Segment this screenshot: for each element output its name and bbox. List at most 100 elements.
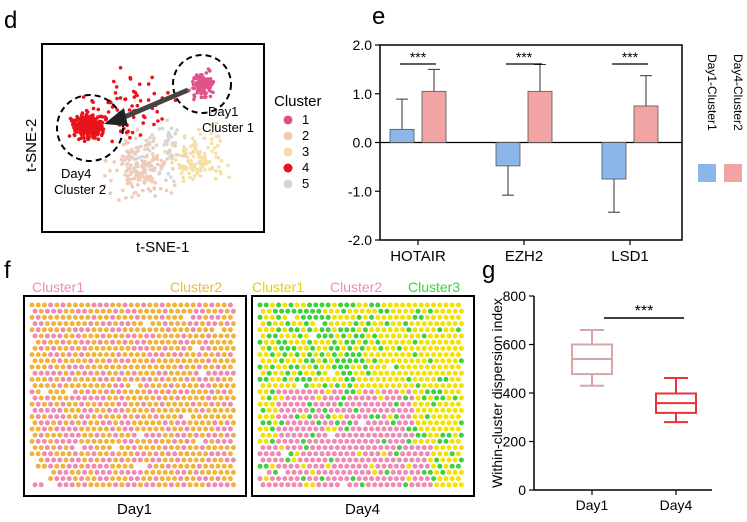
- spot-cluster3: [297, 333, 303, 339]
- spot-cluster2: [38, 358, 44, 364]
- spot-cluster3: [300, 476, 306, 482]
- spot-cluster1: [288, 339, 294, 345]
- spot-cluster2: [88, 420, 94, 426]
- spot-cluster2: [35, 463, 41, 469]
- spot-cluster3: [260, 407, 266, 413]
- spot-cluster2: [137, 420, 143, 426]
- spot-cluster3: [338, 302, 344, 308]
- spot-cluster2: [66, 302, 72, 308]
- spot-cluster1: [285, 333, 291, 339]
- spot-cluster3: [325, 314, 331, 320]
- tsne-point-cluster-2: [112, 160, 116, 164]
- spot-cluster3: [282, 339, 288, 345]
- spot-cluster3: [353, 321, 359, 327]
- spot-cluster1: [322, 370, 328, 376]
- spot-cluster2: [316, 445, 322, 451]
- spot-cluster2: [227, 389, 233, 395]
- spot-cluster2: [384, 445, 390, 451]
- tsne-point-cluster-1: [204, 79, 208, 84]
- tsne-point-cluster-2: [134, 173, 139, 177]
- spot-cluster3: [322, 358, 328, 364]
- spot-cluster1: [319, 376, 325, 382]
- spot-cluster2: [162, 432, 168, 438]
- spot-cluster3: [390, 420, 396, 426]
- spot-cluster3: [313, 302, 319, 308]
- spot-cluster2: [362, 451, 368, 457]
- spot-cluster2: [387, 401, 393, 407]
- spot-cluster1: [196, 314, 202, 320]
- spot-cluster1: [269, 314, 275, 320]
- spot-cluster1: [325, 352, 331, 358]
- spot-cluster1: [424, 376, 430, 382]
- spot-cluster1: [427, 383, 433, 389]
- y-tick-label: 0.0: [353, 135, 373, 151]
- spot-cluster1: [203, 339, 209, 345]
- spot-cluster1: [440, 457, 446, 463]
- tsne-point-cluster-2: [126, 140, 131, 145]
- spot-cluster2: [131, 420, 137, 426]
- spot-cluster1: [66, 476, 72, 482]
- spot-cluster2: [260, 445, 266, 451]
- spot-cluster1: [54, 414, 60, 420]
- tsne-points: [67, 66, 231, 202]
- spot-cluster2: [291, 395, 297, 401]
- spot-cluster1: [260, 345, 266, 351]
- bar-chart: 2.01.00.0-1.0-2.0***HOTAIR***EZH2***LSD1…: [348, 37, 745, 265]
- tsne-ylabel: t-SNE-2: [23, 119, 40, 172]
- spot-cluster3: [421, 469, 427, 475]
- tsne-point-cluster-3: [217, 134, 221, 139]
- spot-cluster1: [85, 463, 91, 469]
- spot-cluster1: [294, 302, 300, 308]
- spot-cluster1: [44, 395, 50, 401]
- spot-cluster1: [257, 352, 263, 358]
- spot-cluster1: [443, 476, 449, 482]
- spot-cluster1: [310, 482, 316, 488]
- spot-cluster1: [458, 445, 464, 451]
- spot-cluster2: [328, 395, 334, 401]
- spot-cluster2: [168, 469, 174, 475]
- spot-cluster1: [282, 327, 288, 333]
- spot-cluster1: [131, 432, 137, 438]
- spot-cluster2: [75, 321, 81, 327]
- spot-cluster1: [215, 451, 221, 457]
- spot-cluster2: [375, 463, 381, 469]
- spot-cluster2: [128, 463, 134, 469]
- spot-cluster1: [119, 321, 125, 327]
- y-tick-label: 2.0: [353, 37, 373, 53]
- spot-cluster1: [449, 389, 455, 395]
- spot-cluster3: [421, 333, 427, 339]
- spot-cluster2: [396, 420, 402, 426]
- spot-cluster2: [378, 420, 384, 426]
- spot-cluster1: [359, 321, 365, 327]
- spot-cluster2: [178, 426, 184, 432]
- spot-cluster2: [44, 345, 50, 351]
- spot-cluster3: [437, 438, 443, 444]
- f-right-legend-cluster2: Cluster2: [330, 279, 382, 295]
- spot-cluster1: [206, 383, 212, 389]
- spot-cluster1: [387, 352, 393, 358]
- spot-cluster1: [103, 476, 109, 482]
- spot-cluster1: [32, 395, 38, 401]
- spot-cluster1: [103, 376, 109, 382]
- spot-cluster2: [94, 333, 100, 339]
- spot-cluster2: [199, 469, 205, 475]
- spot-cluster2: [159, 327, 165, 333]
- spot-cluster2: [137, 321, 143, 327]
- spot-cluster2: [356, 414, 362, 420]
- spot-cluster3: [316, 333, 322, 339]
- spot-cluster1: [421, 383, 427, 389]
- spot-cluster2: [341, 457, 347, 463]
- spot-cluster1: [313, 376, 319, 382]
- spot-cluster2: [172, 364, 178, 370]
- spot-cluster1: [199, 308, 205, 314]
- spot-cluster3: [279, 345, 285, 351]
- spot-cluster1: [72, 438, 78, 444]
- tsne-point-cluster-5: [130, 155, 135, 160]
- tsne-point-cluster-2: [148, 175, 152, 180]
- spot-cluster1: [206, 345, 212, 351]
- tsne-point-cluster-4: [96, 131, 101, 135]
- tsne-point-cluster-4: [81, 115, 85, 120]
- spot-cluster3: [272, 308, 278, 314]
- spot-cluster2: [212, 333, 218, 339]
